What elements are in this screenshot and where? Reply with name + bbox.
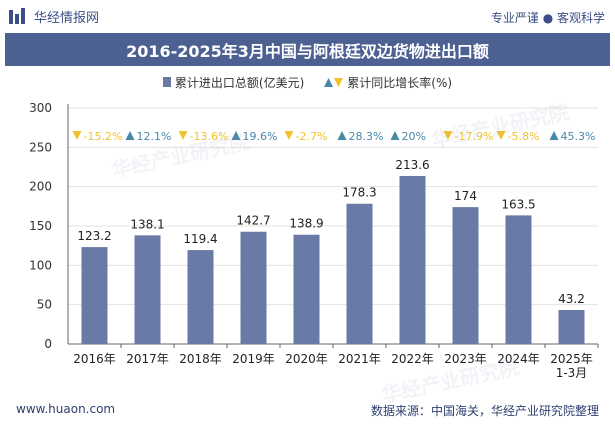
growth-up-icon [231,131,241,140]
x-tick-label: 1-3月 [556,366,588,380]
growth-up-icon [390,131,400,140]
brand-logo-icon [9,7,25,24]
legend-item-bars: 累计进出口总额(亿美元) [162,73,305,91]
y-tick-label: 200 [29,180,52,194]
legend-bar-label: 累计进出口总额(亿美元) [174,75,305,90]
growth-label: 28.3% [349,130,384,143]
growth-label: -5.8% [508,130,540,143]
bar-value-label: 138.9 [289,217,323,231]
y-tick-label: 150 [29,219,52,233]
bar [558,310,585,344]
growth-down-icon [443,131,453,140]
bar [240,231,267,344]
bar-value-label: 43.2 [558,292,585,306]
bar-value-label: 138.1 [130,217,164,231]
x-tick-label: 2016年 [73,352,116,366]
growth-label: -2.7% [296,130,328,143]
x-tick-label: 2019年 [232,352,275,366]
bar-value-label: 213.6 [395,158,429,172]
bar-value-label: 123.2 [77,229,111,243]
bar-value-label: 142.7 [236,214,270,228]
top-bar: 华经情报网 专业严谨 ● 客观科学 [0,0,615,33]
bar [346,203,373,344]
bar [134,235,161,344]
x-tick-label: 2017年 [126,352,169,366]
growth-down-icon [284,131,294,140]
legend-item-growth: 累计同比增长率(%) [324,73,452,91]
growth-label: 45.3% [561,130,596,143]
x-tick-label: 2023年 [444,352,487,366]
x-tick-label: 2022年 [391,352,434,366]
y-tick-label: 0 [44,337,52,351]
legend-triangles-icon [324,77,344,87]
y-tick-label: 250 [29,140,52,154]
bar [81,247,108,344]
legend: 累计进出口总额(亿美元) 累计同比增长率(%) [0,73,615,91]
chart-title: 2016-2025年3月中国与阿根廷双边货物进出口额 [5,33,610,66]
growth-down-icon [72,131,82,140]
x-tick-label: 2024年 [497,352,540,366]
growth-label: -17.9% [455,130,494,143]
tagline: 专业严谨 ● 客观科学 [490,11,605,25]
bar-value-label: 119.4 [183,232,217,246]
bar [505,215,532,344]
growth-label: -15.2% [84,130,123,143]
growth-up-icon [125,131,135,140]
growth-down-icon [496,131,506,140]
x-tick-label: 2021年 [338,352,381,366]
growth-label: 19.6% [243,130,278,143]
y-tick-label: 100 [29,258,52,272]
growth-up-icon [337,131,347,140]
bar [187,250,214,344]
bar [293,234,320,344]
growth-label: -13.6% [190,130,229,143]
footer-source: 数据来源：中国海关，华经产业研究院整理 [370,404,599,418]
legend-growth-label: 累计同比增长率(%) [347,75,453,90]
brand: 华经情报网 [8,7,99,26]
growth-down-icon [178,131,188,140]
bar [399,175,426,344]
brand-name: 华经情报网 [34,11,100,26]
bar-value-label: 178.3 [342,186,376,200]
x-tick-label: 2020年 [285,352,328,366]
bar-value-label: 163.5 [501,197,535,211]
x-tick-label: 2018年 [179,352,222,366]
growth-label: 12.1% [137,130,172,143]
growth-label: 20% [402,130,426,143]
bar [452,207,479,344]
x-tick-label: 2025年 [550,352,593,366]
y-tick-label: 300 [29,101,52,115]
bar-value-label: 174 [454,189,477,203]
legend-bar-swatch [162,77,171,87]
footer-website[interactable]: www.huaon.com [16,402,116,416]
y-tick-label: 50 [37,298,52,312]
growth-up-icon [549,131,559,140]
